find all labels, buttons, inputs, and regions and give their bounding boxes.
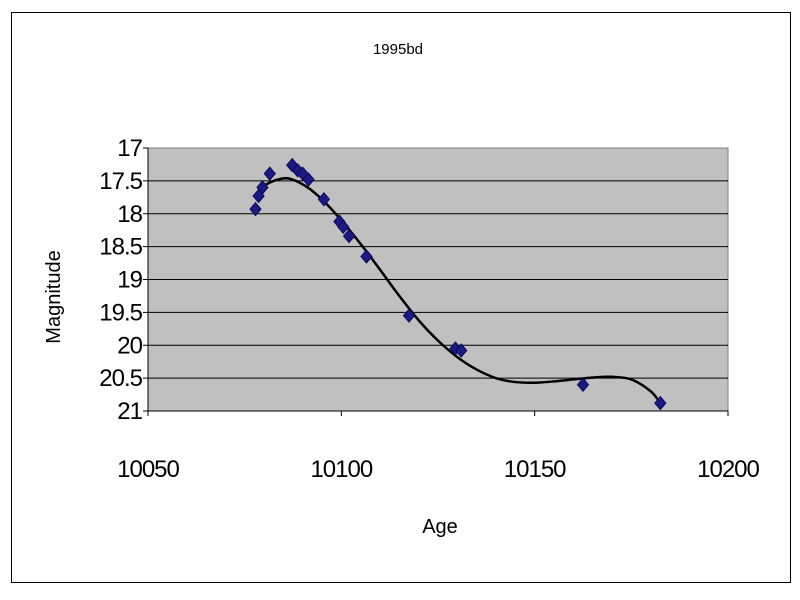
chart-title: 1995bd: [373, 41, 423, 58]
data-point-0-11: [342, 228, 356, 244]
data-point-0-12: [360, 249, 373, 264]
trendline: [253, 176, 662, 404]
x-tick-label-3: 10200: [697, 456, 759, 483]
y-tick-label-7: 20.5: [99, 365, 142, 392]
x-tick-label-0: 10050: [117, 456, 179, 483]
gridlines: [148, 180, 728, 379]
data-point-0-0: [249, 201, 262, 217]
data-point-0-8: [317, 192, 331, 207]
y-tick-label-2: 18: [117, 201, 142, 228]
data-point-0-16: [576, 377, 590, 392]
y-tick-label-5: 19.5: [99, 299, 142, 326]
x-tick-label-2: 10150: [504, 456, 566, 483]
y-axis: 17 17.5 18 18.5 19 19.5 20 20.5 21: [99, 135, 149, 425]
data-point-0-17: [654, 395, 667, 411]
y-axis-title: Magnitude: [43, 250, 65, 343]
data-point-0-4: [286, 157, 299, 173]
points-group: [249, 157, 667, 411]
y-tick-label-4: 19: [117, 267, 142, 294]
y-tick-label-8: 21: [117, 398, 142, 425]
y-tick-label-3: 18.5: [99, 234, 142, 261]
data-point-0-15: [455, 343, 468, 358]
data-point-0-10: [337, 219, 350, 235]
trendline-group: [253, 176, 662, 404]
y-tick-label-6: 20: [117, 332, 142, 359]
y-tick-label-1: 17.5: [99, 168, 142, 195]
x-tick-label-1: 10100: [310, 456, 372, 483]
x-axis: 10050 10100 10150 10200: [117, 410, 761, 483]
data-point-0-13: [402, 308, 416, 323]
data-point-0-2: [256, 180, 269, 195]
x-axis-title: Age: [422, 516, 458, 538]
data-point-0-7: [302, 172, 315, 187]
y-tick-label-0: 17: [117, 135, 142, 162]
data-point-0-6: [296, 166, 309, 181]
data-point-0-3: [263, 166, 276, 181]
